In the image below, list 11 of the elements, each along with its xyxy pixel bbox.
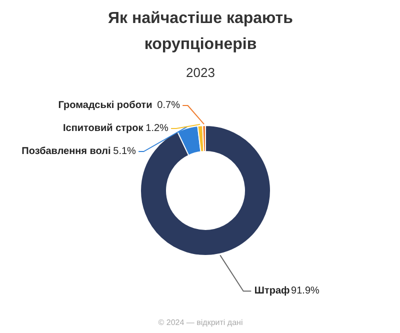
slice-label: Громадські роботи [58, 100, 152, 111]
slice-label: Штраф [254, 286, 290, 297]
data-label: 1.2% [146, 123, 169, 134]
data-label: 91.9% [291, 286, 320, 297]
chart-title: Як найчастіше карають корупціонерів [108, 10, 294, 53]
data-label: 5.1% [113, 146, 136, 157]
chart-subtitle: 2023 [186, 65, 215, 80]
data-label: 0.7% [157, 100, 180, 111]
text: © 2024 — відкриті дані [158, 318, 243, 327]
slice-label: Позбавлення волі [22, 146, 112, 157]
slice-label: Іспитовий строк [62, 123, 144, 134]
